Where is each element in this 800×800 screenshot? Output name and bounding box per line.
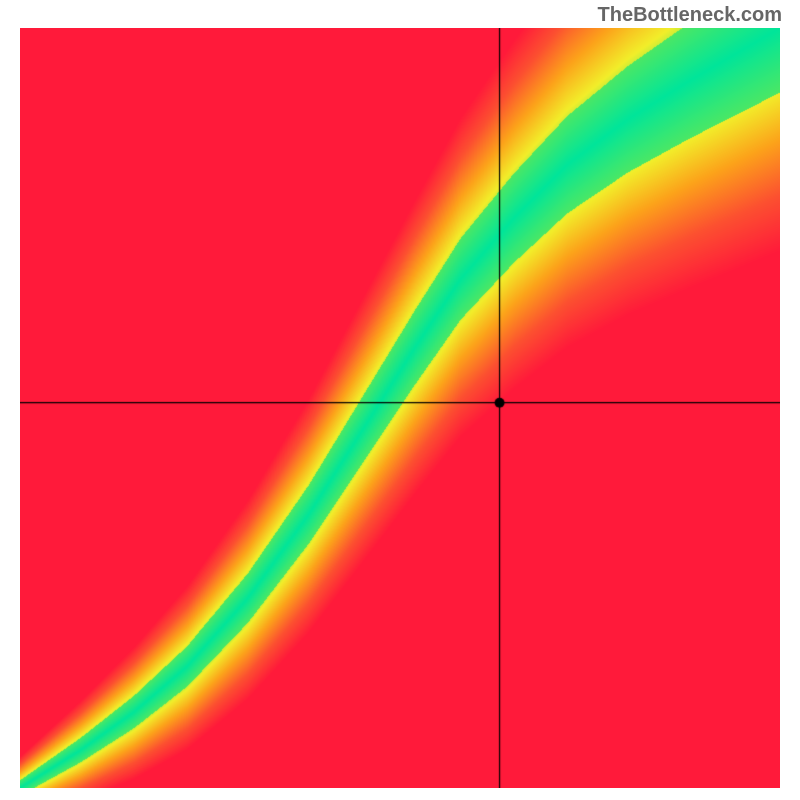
heatmap-plot [20,28,780,788]
watermark-text: TheBottleneck.com [598,4,782,27]
chart-container: TheBottleneck.com [0,0,800,800]
heatmap-canvas [20,28,780,788]
